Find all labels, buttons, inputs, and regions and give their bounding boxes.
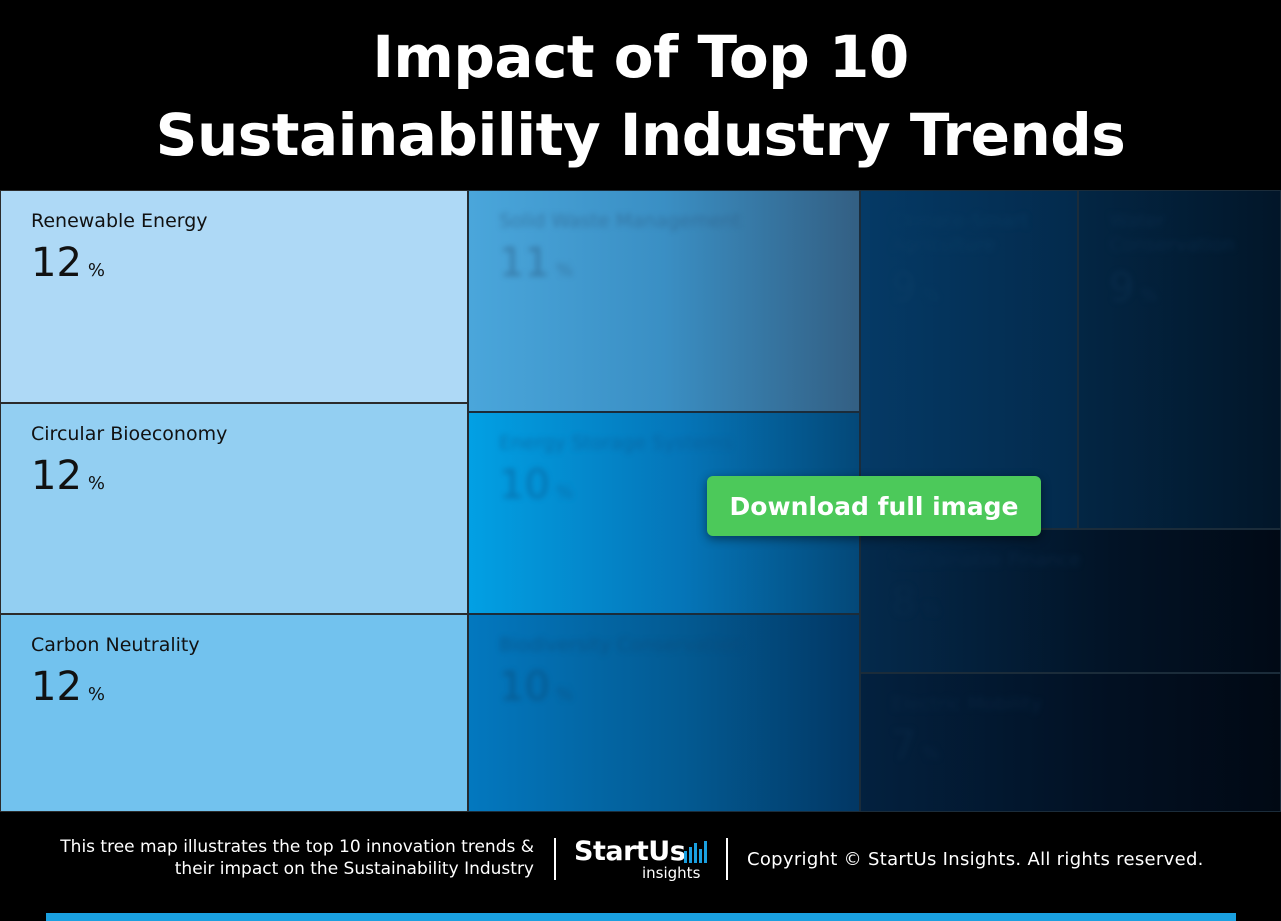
tile-value-unit: % (87, 684, 106, 705)
tile-label: Energy Storage Systems (499, 432, 733, 454)
tile-value-number: 12 (31, 240, 82, 286)
tile-label: Circular Bioeconomy (31, 423, 228, 445)
treemap-tile: Electric Mobility 7% (860, 673, 1281, 812)
treemap-tile: Biodiversity Conservation 10% (468, 614, 860, 812)
tile-value-unit: % (922, 599, 940, 620)
tile-value: 10% (499, 665, 573, 717)
title-line-1: Impact of Top 10 (372, 23, 909, 91)
tile-value-number: 9 (891, 265, 917, 311)
tile-value-number: 10 (499, 664, 550, 710)
footer-divider-right (726, 838, 728, 880)
treemap-tile: Water Conservation 9% (1078, 190, 1281, 529)
treemap-tile: Renewable Energy 12% (0, 190, 468, 403)
tile-value-unit: % (555, 260, 574, 281)
tile-value-unit: % (87, 260, 106, 281)
footer-description-line-1: This tree map illustrates the top 10 inn… (60, 837, 534, 857)
treemap-tile: Sustainable Finance 8% (860, 529, 1281, 673)
tile-value: 12% (31, 241, 105, 293)
tile-value-unit: % (555, 482, 574, 503)
treemap: Renewable Energy 12% Circular Bioeconomy 12… (0, 190, 1281, 812)
treemap-tile: Carbon Neutrality 12% (0, 614, 468, 812)
tile-value-number: 11 (499, 240, 550, 286)
tile-label: Climate-Smart Agriculture (891, 210, 1029, 256)
tile-value: 10% (499, 463, 573, 515)
tile-value-number: 7 (891, 723, 917, 769)
tile-value-number: 12 (31, 453, 82, 499)
tile-value: 11% (499, 241, 573, 293)
tile-label: Carbon Neutrality (31, 634, 200, 656)
chart-title: Impact of Top 10 Sustainability Industry… (0, 18, 1281, 174)
treemap-tile: Climate-Smart Agriculture 9% (860, 190, 1078, 529)
tile-value-number: 8 (891, 579, 917, 625)
tile-value: 12% (31, 454, 105, 506)
tile-value-number: 9 (1109, 265, 1135, 311)
footer-description: This tree map illustrates the top 10 inn… (14, 836, 534, 880)
treemap-tile: Circular Bioeconomy 12% (0, 403, 468, 614)
tile-value-number: 10 (499, 462, 550, 508)
tile-value-unit: % (555, 684, 574, 705)
logo-brand-text: StartUs (574, 836, 686, 867)
download-full-image-button[interactable]: Download full image (707, 476, 1041, 536)
logo-sub-text: insights (642, 864, 701, 882)
startus-insights-logo[interactable]: StartUs insights (574, 836, 714, 884)
title-line-2: Sustainability Industry Trends (155, 101, 1126, 169)
tile-label: Sustainable Finance (891, 549, 1081, 571)
tile-label: Solid Waste Management (499, 210, 741, 232)
logo-bars-icon (684, 841, 707, 863)
tile-value: 7% (891, 724, 940, 776)
tile-label: Renewable Energy (31, 210, 208, 232)
footer-divider-left (554, 838, 556, 880)
bottom-accent-bar (46, 913, 1236, 921)
tile-value-unit: % (87, 473, 106, 494)
tile-value: 8% (891, 580, 940, 632)
footer-description-line-2: their impact on the Sustainability Indus… (174, 859, 534, 879)
tile-label: Electric Mobility (891, 693, 1043, 715)
tile-value: 12% (31, 665, 105, 717)
copyright-text: Copyright © StartUs Insights. All rights… (747, 849, 1204, 870)
tile-label: Biodiversity Conservation (499, 634, 743, 656)
tile-value-unit: % (1140, 285, 1158, 306)
tile-value-unit: % (922, 743, 940, 764)
tile-value-number: 12 (31, 664, 82, 710)
tile-label: Water Conservation (1109, 210, 1235, 256)
tile-value: 9% (1109, 266, 1158, 318)
treemap-tile: Solid Waste Management 11% (468, 190, 860, 412)
tile-value: 9% (891, 266, 940, 318)
tile-value-unit: % (922, 285, 940, 306)
